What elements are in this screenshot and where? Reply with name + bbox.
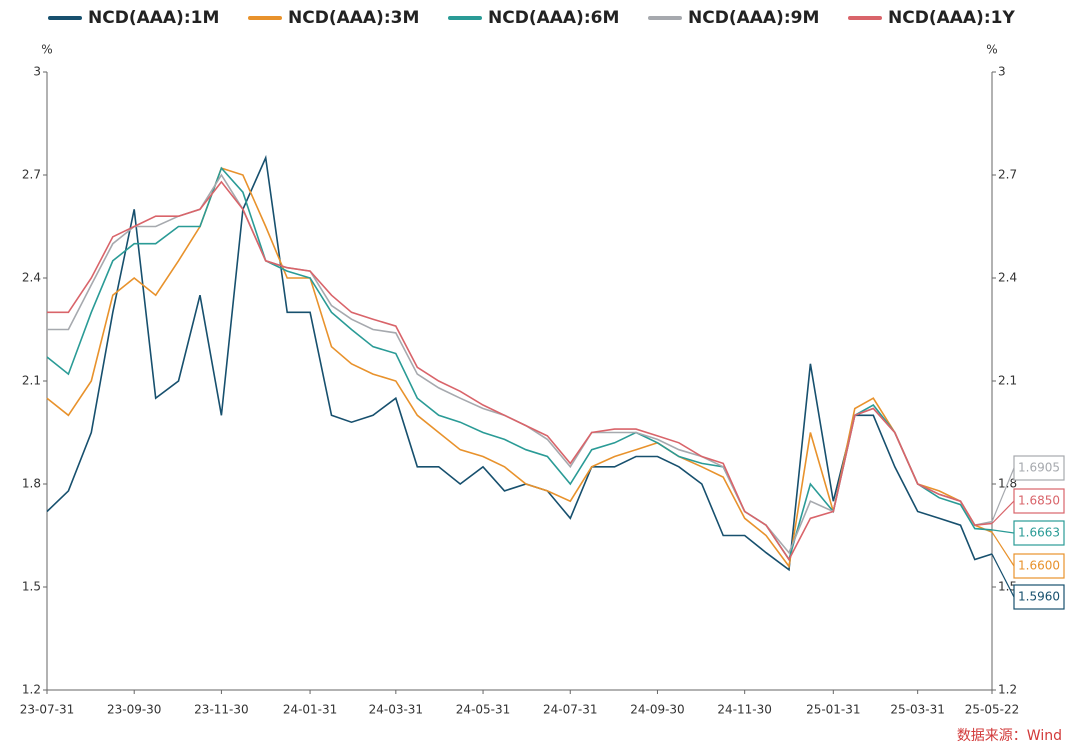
x-tick-label: 24-01-31 <box>283 703 337 717</box>
y-tick-label: 1.2 <box>22 683 41 697</box>
y-tick-label: 2.1 <box>22 374 41 388</box>
end-label: 1.6663 <box>1018 526 1060 540</box>
y2-tick-label: 1.5 <box>998 580 1017 594</box>
x-tick-label: 25-05-22 <box>965 703 1019 717</box>
legend-label: NCD(AAA):1M <box>88 8 219 28</box>
legend: NCD(AAA):1M NCD(AAA):3M NCD(AAA):6M NCD(AAA… <box>48 8 1015 28</box>
end-label-connector <box>991 531 1015 567</box>
end-label-box <box>1013 455 1065 481</box>
y2-tick-label: 2.7 <box>998 168 1017 182</box>
series-line <box>46 166 993 562</box>
end-label-connector <box>991 529 1015 534</box>
legend-label: NCD(AAA):6M <box>488 8 619 28</box>
x-tick-label: 24-07-31 <box>543 703 597 717</box>
x-tick-label: 24-05-31 <box>456 703 510 717</box>
end-label-box <box>1013 520 1065 546</box>
end-label-connector <box>991 553 1015 598</box>
x-tick-label: 24-09-30 <box>630 703 684 717</box>
y2-tick-label: 2.1 <box>998 374 1017 388</box>
series-line <box>47 180 993 562</box>
x-tick-label: 24-03-31 <box>369 703 423 717</box>
end-label-connector <box>991 467 1015 522</box>
y-tick-label: 2.7 <box>22 168 41 182</box>
y-tick-label: 1.5 <box>22 580 41 594</box>
end-label: 1.6905 <box>1018 461 1060 475</box>
legend-label: NCD(AAA):9M <box>688 8 819 28</box>
source-note: 数据来源：Wind <box>957 728 1062 744</box>
x-tick-label: 23-09-30 <box>107 703 161 717</box>
end-label-connector <box>991 500 1015 524</box>
x-tick-label: 23-07-31 <box>20 703 74 717</box>
y-tick-label: 2.4 <box>22 271 41 285</box>
legend-label: NCD(AAA):1Y <box>888 8 1015 28</box>
y-tick-label: 3 <box>33 65 41 79</box>
y-tick-label: 1.8 <box>22 477 41 491</box>
x-tick-label: 25-01-31 <box>806 703 860 717</box>
series-line <box>46 167 993 569</box>
end-label: 1.6850 <box>1018 494 1060 508</box>
end-label-box <box>1013 584 1065 610</box>
y-axis-unit: % <box>41 43 52 57</box>
legend-label: NCD(AAA):3M <box>288 8 419 28</box>
end-label-box <box>1013 488 1065 514</box>
x-tick-label: 23-11-30 <box>194 703 248 717</box>
x-tick-label: 25-03-31 <box>890 703 944 717</box>
end-label: 1.5960 <box>1018 590 1060 604</box>
series-line <box>46 154 993 572</box>
end-label: 1.6600 <box>1018 559 1060 573</box>
y2-tick-label: 1.2 <box>998 683 1017 697</box>
y2-axis-unit: % <box>986 43 997 57</box>
y2-tick-label: 3 <box>998 65 1006 79</box>
series-line <box>47 173 993 555</box>
y2-tick-label: 2.4 <box>998 271 1017 285</box>
end-label-box <box>1013 553 1065 579</box>
x-tick-label: 24-11-30 <box>717 703 771 717</box>
